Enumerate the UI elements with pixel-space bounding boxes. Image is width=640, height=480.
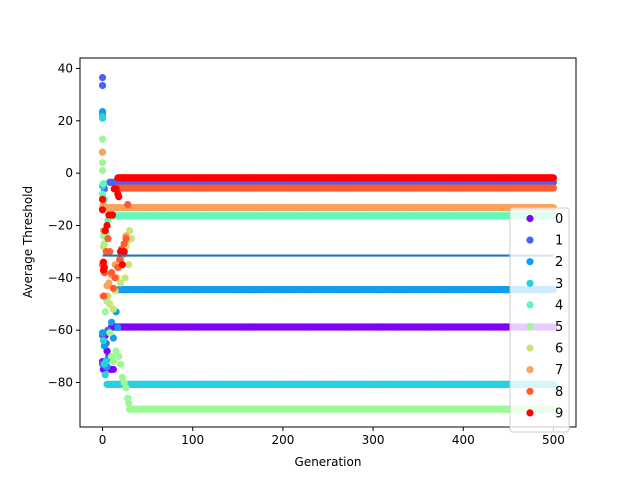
legend: 0 1 2 3 4 5 6 7 8 9 [509,207,570,433]
point-series-5 [106,329,114,337]
point-series-1 [98,74,107,82]
point-series-9 [108,211,117,219]
point-series-7 [98,148,107,156]
legend-label-8: 8 [555,385,563,400]
legend-label-5: 5 [555,320,563,335]
point-series-9 [103,221,111,230]
point-series-5 [101,308,109,316]
point-series-5 [125,399,133,408]
y-tick-label: −20 [48,218,73,232]
series-2 [98,108,558,371]
point-series-9 [98,195,107,203]
legend-marker-0 [526,214,534,223]
point-series-6 [121,274,129,282]
plot-frame [79,57,577,428]
point-series-9 [100,263,108,271]
legend-box [509,207,570,433]
y-tick-label: 0 [65,166,73,180]
point-series-8 [549,184,558,192]
point-series-2 [114,323,122,332]
point-series-3 [101,371,109,379]
point-series-8 [99,292,108,300]
legend-label-2: 2 [555,255,563,270]
point-series-9 [120,248,128,256]
legend-label-6: 6 [555,342,563,357]
point-series-2 [109,334,117,342]
series-9 [98,174,558,274]
legend-label-9: 9 [555,406,563,421]
y-tick-label: −60 [48,323,73,337]
y-tick-label: −40 [48,271,73,285]
legend-marker-4 [526,301,534,309]
point-series-6 [106,300,114,308]
legend-marker-7 [526,366,534,374]
legend-marker-2 [526,258,534,266]
point-series-6 [116,279,125,287]
point-series-0 [109,365,117,374]
series-8 [98,184,558,300]
point-series-8 [109,284,117,292]
point-series-6 [126,227,134,235]
point-series-6 [109,305,117,313]
point-series-9 [98,206,107,214]
legend-label-7: 7 [555,363,563,378]
y-tick-label: 20 [58,114,73,128]
point-series-9 [118,261,126,269]
y-tick-label: −80 [48,376,73,390]
point-series-5 [98,135,107,143]
legend-marker-6 [526,344,534,352]
legend-label-0: 0 [555,212,563,227]
x-tick-label: 400 [452,433,475,447]
legend-label-3: 3 [555,277,563,292]
point-series-9 [549,174,558,182]
legend-marker-3 [526,279,534,287]
point-series-5 [98,166,107,175]
point-series-6 [127,234,135,243]
x-tick-label: 100 [181,433,204,447]
point-series-5 [115,352,123,360]
point-series-1 [98,81,107,90]
point-series-8 [106,248,114,256]
point-series-2 [98,329,107,337]
x-axis-label: Generation [295,455,362,469]
y-tick-label: 40 [58,61,73,75]
y-axis-label: Average Threshold [21,186,35,298]
legend-label-1: 1 [555,234,563,249]
point-series-6 [125,261,133,269]
point-series-3 [98,114,107,122]
point-series-5 [109,357,117,366]
x-tick-label: 300 [362,433,385,447]
point-series-5 [122,384,130,392]
point-series-2 [107,318,116,326]
x-tick-label: 500 [542,433,565,447]
series-7 [98,148,558,300]
series-0 [98,323,558,374]
point-series-8 [124,200,132,209]
legend-marker-8 [526,387,534,395]
legend-marker-1 [526,236,534,244]
point-series-8 [104,234,112,243]
point-series-3 [102,357,110,366]
x-tick-label: 200 [271,433,294,447]
point-series-9 [115,193,123,201]
legend-marker-9 [526,409,534,417]
legend-marker-5 [526,322,534,331]
point-series-8 [111,274,119,282]
point-series-5 [98,159,107,167]
point-series-4 [99,180,108,188]
point-series-3 [99,337,108,345]
series-5 [98,135,558,413]
legend-label-4: 4 [555,298,563,313]
point-series-8 [122,234,130,243]
point-series-7 [105,279,113,287]
x-tick-label: 0 [99,433,107,447]
point-series-5 [116,360,125,368]
point-series-8 [107,269,116,277]
